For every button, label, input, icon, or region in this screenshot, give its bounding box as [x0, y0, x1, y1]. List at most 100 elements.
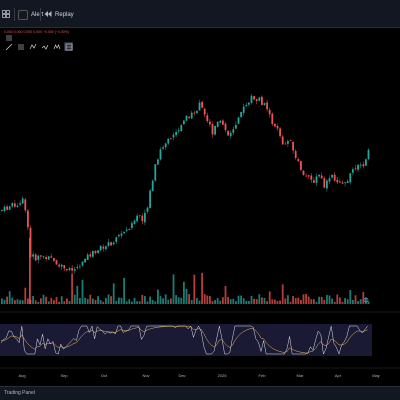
candle [245, 105, 248, 107]
candle [144, 212, 146, 223]
candle [58, 264, 60, 267]
volume-bar [154, 301, 157, 304]
candle [115, 237, 118, 242]
time-axis: Aug Sep Oct Nov Dec 2025 Feb Mar Apr May [0, 367, 400, 378]
volume-bar [110, 296, 112, 304]
oscillator-pane [0, 311, 400, 356]
volume-bar [14, 300, 16, 304]
volume-bar [141, 295, 144, 304]
volume-bar [344, 298, 346, 304]
candle [63, 265, 66, 269]
candle [120, 233, 123, 236]
candle [336, 179, 339, 183]
volume-bar [362, 292, 365, 304]
grid-button[interactable] [2, 9, 10, 20]
candle [261, 96, 263, 105]
pattern-icon[interactable] [28, 42, 37, 51]
alert-button[interactable]: Alert [18, 9, 43, 20]
volume-bar [211, 301, 214, 304]
candle [19, 203, 21, 205]
hamburger-icon[interactable] [5, 29, 13, 41]
candle [66, 269, 68, 271]
candle [318, 174, 320, 177]
oscillator-band [0, 324, 372, 356]
candlestick-chart[interactable]: Aug Sep Oct Nov Dec 2025 Feb Mar Apr May [0, 28, 400, 386]
candle [365, 159, 367, 166]
candle [45, 257, 47, 260]
volume-bar [159, 296, 162, 304]
candle [112, 242, 115, 245]
candle [131, 223, 133, 229]
candle [190, 112, 193, 119]
candle [16, 205, 19, 208]
volume-bar [60, 296, 63, 304]
volume-bar [29, 238, 31, 304]
time-axis-label: Apr [335, 373, 342, 378]
volume-bar [365, 297, 367, 304]
candle [118, 234, 120, 237]
candle [331, 174, 333, 178]
candle [357, 164, 359, 170]
candle [79, 266, 81, 267]
volume-bar [183, 281, 185, 304]
candle [42, 256, 45, 257]
replay-button[interactable]: Replay [44, 9, 74, 20]
volume-bar [203, 294, 206, 304]
candle [185, 115, 188, 121]
volume-bar [92, 298, 94, 304]
candle [362, 164, 365, 167]
volume-bar [339, 297, 341, 304]
candle [339, 181, 341, 183]
measure-icon[interactable] [64, 42, 73, 51]
volume-bar [102, 301, 105, 304]
candle [84, 258, 86, 263]
volume-bar [349, 290, 352, 304]
volume-bar [292, 295, 294, 304]
candle [248, 102, 250, 105]
volume-bar [284, 298, 287, 304]
rewind-icon [44, 10, 52, 20]
candle [188, 116, 190, 118]
volume-bar [42, 294, 45, 304]
time-axis-label: Dec [178, 373, 185, 378]
volume-bar [151, 299, 154, 304]
candle [255, 99, 258, 102]
candle [149, 190, 151, 209]
volume-bar [279, 300, 281, 304]
volume-bar [209, 296, 211, 304]
candle [32, 254, 34, 257]
candle [53, 258, 55, 261]
candle [164, 143, 167, 148]
candle [279, 128, 281, 137]
candle [326, 180, 328, 189]
brush-icon[interactable] [40, 42, 49, 51]
candle [6, 206, 8, 210]
volume-bar [24, 287, 27, 304]
volume-bar [266, 301, 268, 304]
volume-bar [281, 284, 284, 304]
volume-bar [222, 297, 224, 304]
time-axis-label: 2025 [218, 373, 228, 378]
volume-bar [55, 297, 58, 304]
candle [284, 143, 287, 145]
text-icon[interactable] [52, 42, 61, 51]
volume-bar [19, 300, 21, 304]
volume-bar [66, 298, 68, 304]
trend-line-icon[interactable] [4, 42, 13, 51]
volume-bar [58, 301, 60, 304]
volume-bar [248, 301, 250, 304]
candle [232, 129, 235, 133]
volume-bar [352, 299, 354, 304]
trading-panel-tab[interactable]: Trading Panel [4, 390, 35, 396]
candle [60, 264, 63, 267]
volume-bar [11, 297, 14, 304]
fib-icon[interactable] [16, 42, 25, 51]
candle [359, 164, 362, 166]
volume-bar [190, 299, 193, 304]
chart-pane[interactable]: 0.000 0.000 0.000 0.000 −0.000 (−0.00%) … [0, 28, 400, 386]
candle [206, 115, 209, 122]
candle [81, 261, 84, 266]
volume-bar [201, 272, 203, 304]
volume-bar [177, 297, 180, 304]
volume-bar [105, 298, 107, 304]
